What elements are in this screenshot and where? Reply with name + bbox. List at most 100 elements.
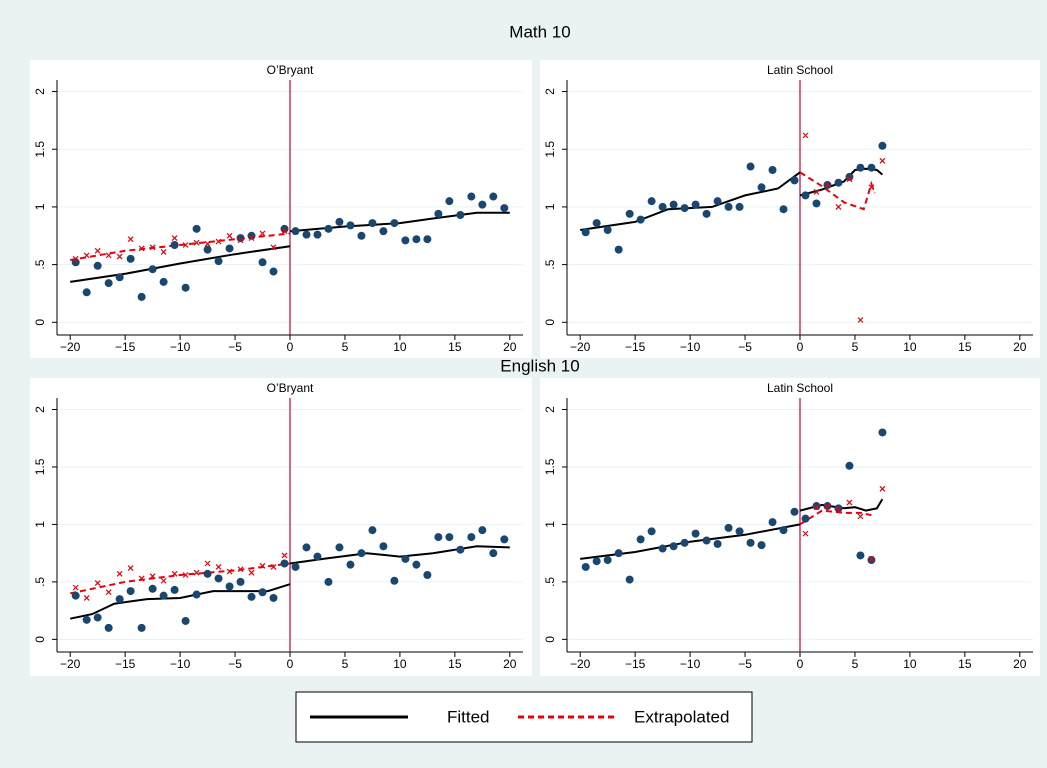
data-point <box>790 507 799 516</box>
x-tick-label: 10 <box>393 340 407 354</box>
x-tick-label: −15 <box>115 657 136 671</box>
data-point <box>237 237 244 244</box>
data-point <box>248 569 255 576</box>
data-point <box>357 549 366 558</box>
data-point <box>226 232 233 239</box>
data-point <box>335 217 344 226</box>
x-tick-label: 15 <box>448 657 462 671</box>
data-point <box>313 552 322 561</box>
data-point <box>379 227 388 236</box>
data-point <box>713 539 722 548</box>
data-point <box>868 555 875 562</box>
x-tick-label: −15 <box>115 340 136 354</box>
data-point <box>236 234 245 243</box>
data-point <box>160 577 167 584</box>
data-point <box>669 542 678 551</box>
data-point <box>214 574 223 583</box>
data-point <box>248 235 255 242</box>
x-tick-label: −20 <box>60 657 81 671</box>
data-point <box>215 238 222 245</box>
data-point <box>500 204 509 213</box>
data-point <box>324 577 333 586</box>
data-point <box>181 616 190 625</box>
data-point <box>757 541 766 550</box>
data-point <box>856 163 865 172</box>
data-point <box>846 499 853 506</box>
line <box>70 211 510 283</box>
data-point <box>625 209 634 218</box>
data-point <box>581 228 590 237</box>
y-tick-label: 0 <box>543 636 557 643</box>
data-point <box>170 241 179 249</box>
x-tick-label: −5 <box>228 657 242 671</box>
data-point <box>138 245 145 252</box>
data-point <box>291 227 300 236</box>
data-point <box>614 245 623 254</box>
data-point <box>171 235 178 242</box>
data-point <box>171 570 178 577</box>
x-tick-label: 5 <box>342 340 349 354</box>
x-tick-label: 0 <box>797 340 804 354</box>
data-point <box>879 157 886 164</box>
data-point <box>247 231 256 240</box>
legend-label: Extrapolated <box>634 707 729 726</box>
x-tick-label: 15 <box>958 340 972 354</box>
data-point <box>456 211 465 219</box>
data-point <box>856 551 865 560</box>
data-point <box>824 503 831 509</box>
data-point <box>259 562 266 569</box>
data-point <box>204 240 211 247</box>
data-point <box>790 176 799 185</box>
data-point <box>702 209 711 218</box>
data-point <box>127 565 134 572</box>
section-title: Math 10 <box>509 22 570 41</box>
x-tick-label: −5 <box>228 340 242 354</box>
data-point <box>72 584 79 591</box>
data-point <box>824 182 831 188</box>
data-point <box>846 176 853 183</box>
x-tick-label: 10 <box>903 657 917 671</box>
y-tick-label: 1 <box>33 203 47 210</box>
data-point <box>270 564 277 570</box>
x-tick-label: 20 <box>1013 340 1027 354</box>
y-tick-label: 1 <box>543 203 557 210</box>
data-point <box>237 566 244 573</box>
data-point <box>116 570 123 577</box>
data-point <box>149 573 156 580</box>
data-point <box>813 504 820 511</box>
data-point <box>647 527 656 536</box>
data-point <box>115 595 124 604</box>
y-tick-label: 0 <box>33 319 47 326</box>
x-tick-label: −5 <box>738 657 752 671</box>
y-tick-label: 1.5 <box>33 458 47 475</box>
data-point <box>801 514 810 523</box>
x-tick-label: −20 <box>60 340 81 354</box>
y-tick-label: 1 <box>543 521 557 528</box>
data-point <box>105 589 112 596</box>
data-point <box>203 569 212 578</box>
data-point <box>412 560 421 569</box>
data-point <box>94 580 101 586</box>
data-point <box>680 204 689 213</box>
data-point <box>702 536 711 545</box>
data-point <box>625 575 634 584</box>
x-tick-label: −10 <box>680 340 701 354</box>
data-point <box>603 226 612 234</box>
data-point <box>159 277 168 286</box>
data-point <box>423 235 432 244</box>
data-point <box>93 613 102 622</box>
data-point <box>159 591 168 600</box>
panel-background <box>30 60 532 358</box>
data-point <box>82 288 91 297</box>
y-tick-label: 1 <box>33 521 47 528</box>
line <box>580 167 884 231</box>
data-point <box>813 188 820 195</box>
data-point <box>269 593 278 602</box>
data-point <box>160 248 167 255</box>
panel-title: O’Bryant <box>267 63 314 77</box>
data-point <box>768 518 777 527</box>
x-tick-label: 0 <box>287 657 294 671</box>
x-tick-label: −10 <box>170 657 191 671</box>
data-point <box>647 197 656 206</box>
data-point <box>193 569 200 576</box>
